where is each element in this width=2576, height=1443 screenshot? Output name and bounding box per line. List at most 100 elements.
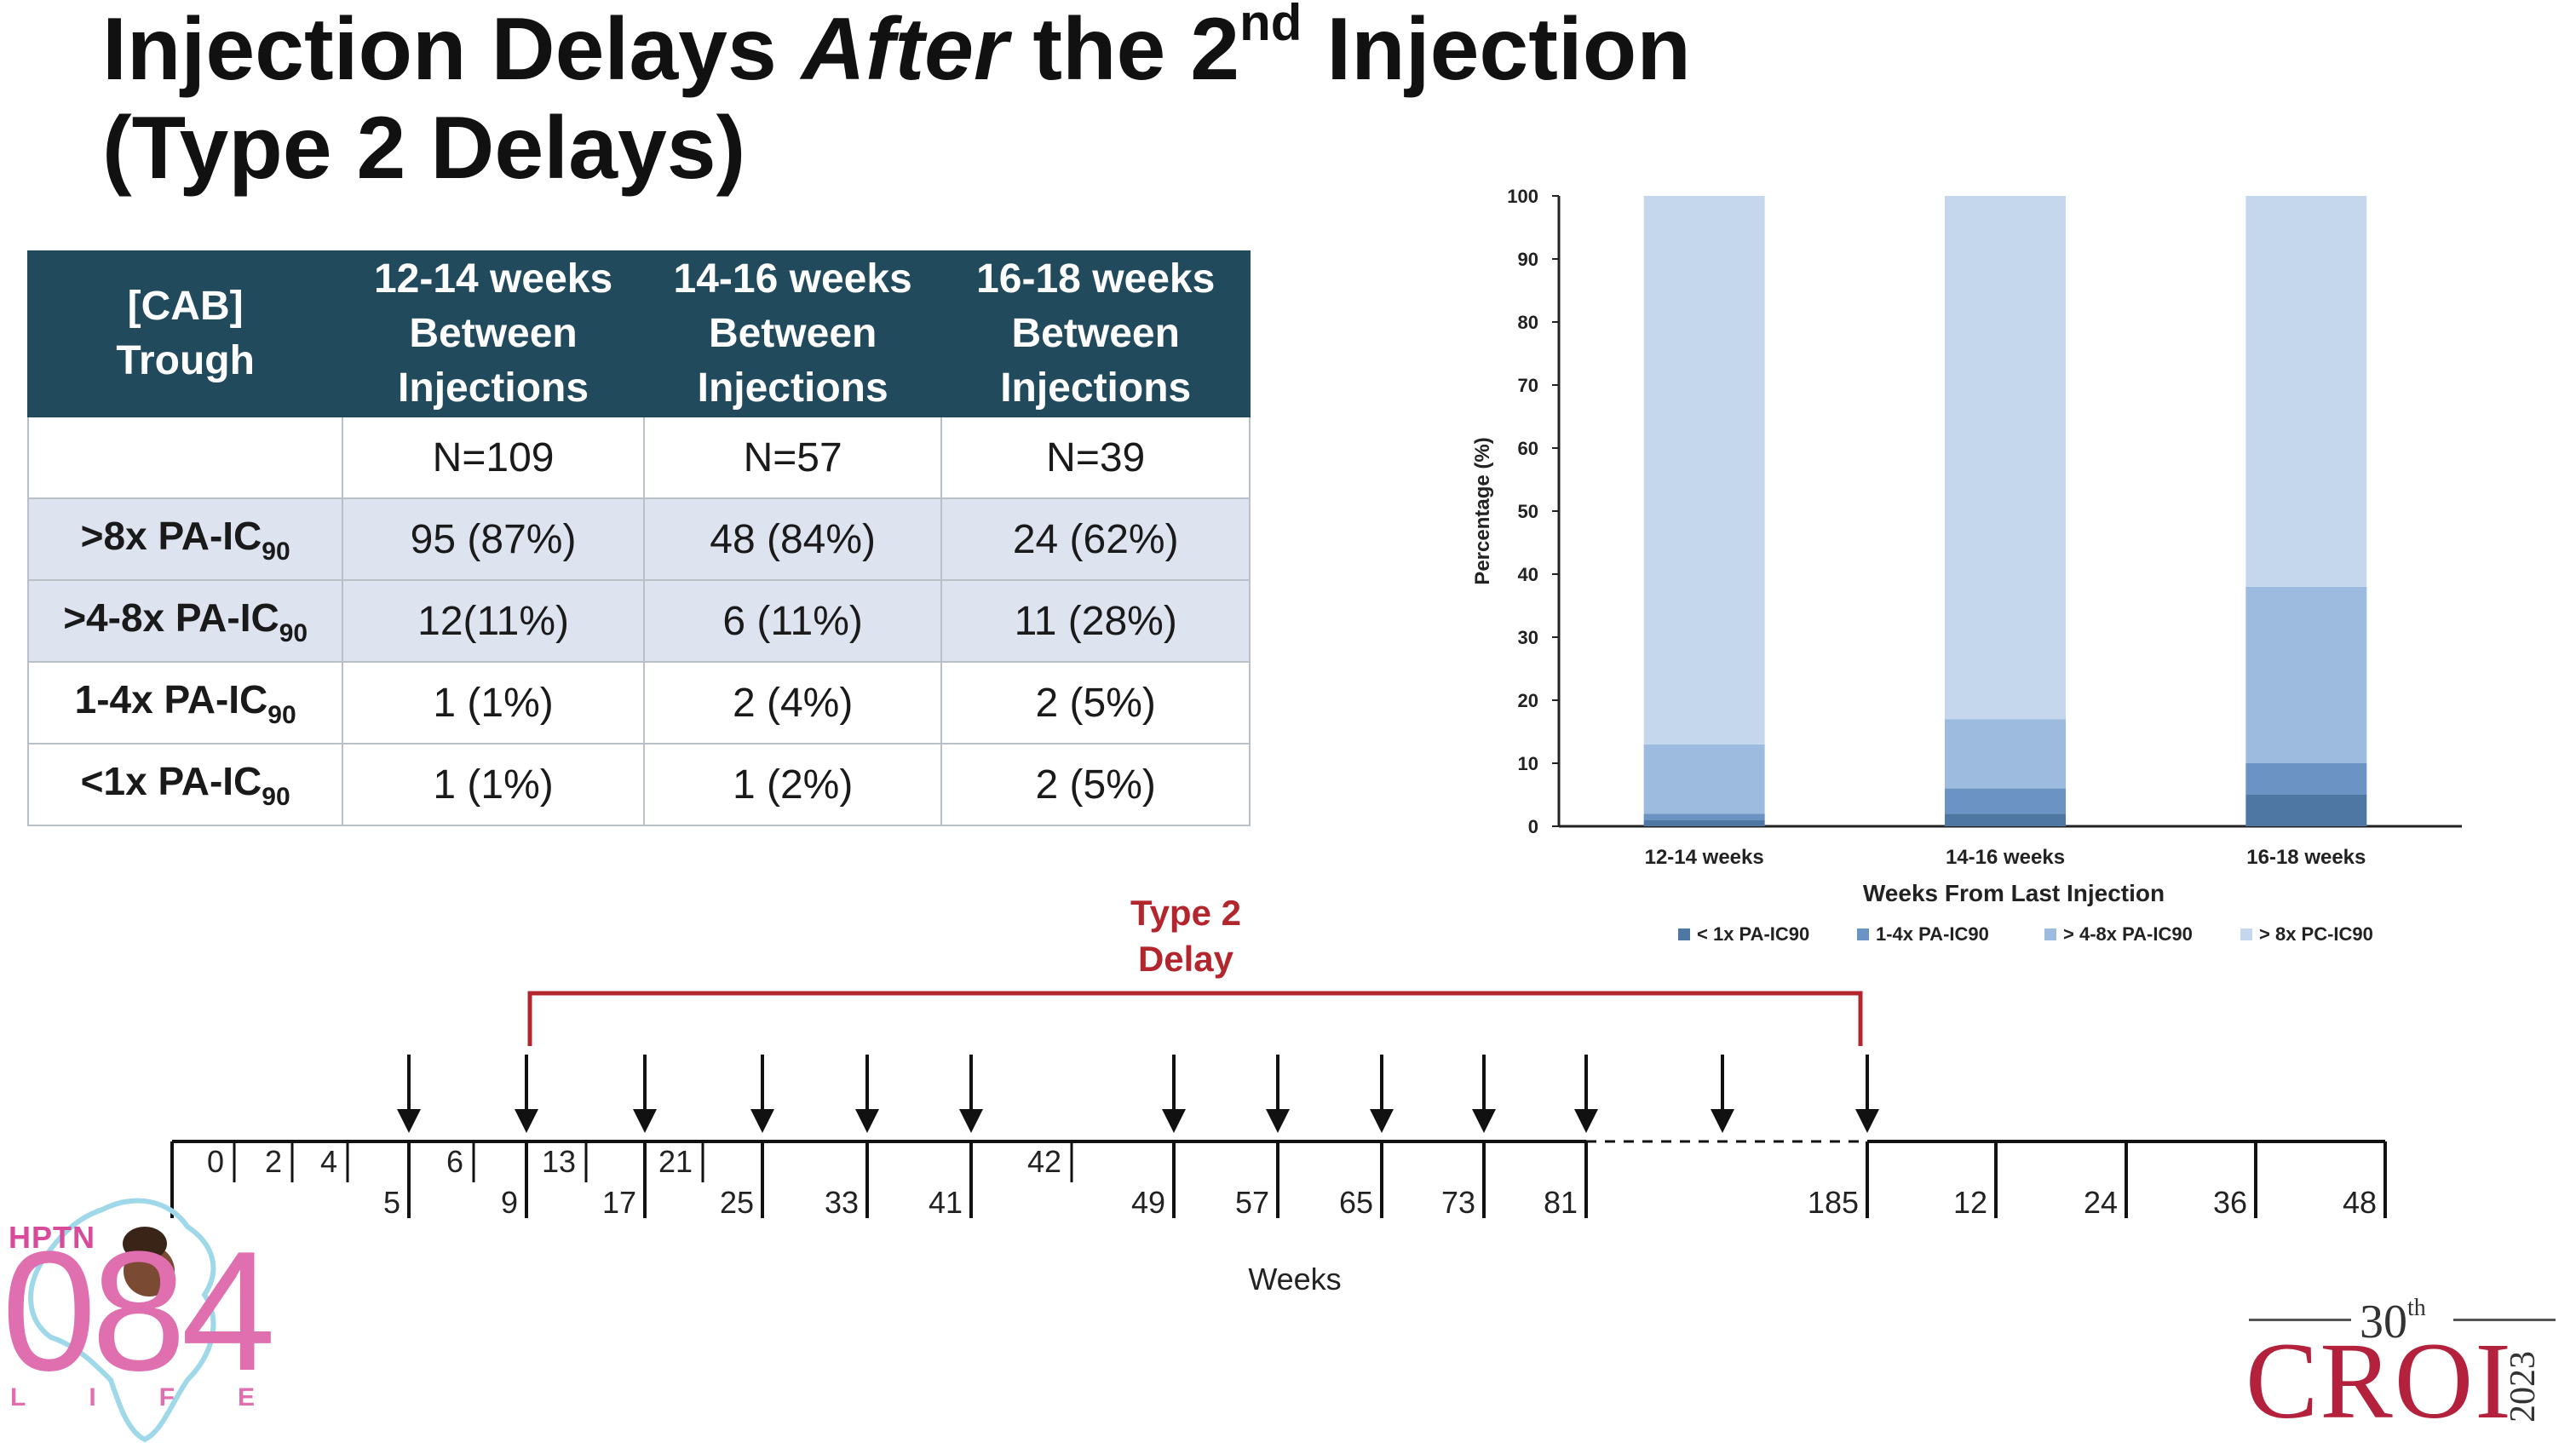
bar-segment: [2245, 795, 2367, 826]
timeline-label-top: 13: [542, 1144, 576, 1179]
table-cell: 95 (87%): [342, 497, 645, 581]
injection-arrowhead: [1162, 1109, 1186, 1133]
bar-segment: [2245, 763, 2367, 795]
y-tick-label: 60: [1518, 438, 1538, 459]
injection-arrowhead: [855, 1109, 879, 1133]
timeline-label-top: 0: [207, 1144, 224, 1179]
table-header-row: [CAB] Trough 12-14 weeks Between Injections…: [26, 250, 1251, 417]
bar-segment: [1945, 196, 2066, 720]
table-cell: 1 (1%): [342, 661, 645, 744]
y-tick-label: 80: [1518, 312, 1538, 333]
timeline-label-bottom: 81: [1544, 1185, 1578, 1220]
type2-delay-label: Delay: [1138, 939, 1234, 979]
row-label: 1-4x PA-IC90: [26, 661, 344, 744]
timeline-label-bottom: 73: [1441, 1185, 1475, 1220]
legend-label: < 1x PA-IC90: [1697, 923, 1809, 945]
delay-table: [CAB] Trough 12-14 weeks Between Injections…: [26, 250, 1251, 826]
timeline-label-top: 6: [446, 1144, 463, 1179]
timeline-label-bottom: 185: [1808, 1185, 1859, 1220]
table-row: >4-8x PA-IC90 12(11%) 6 (11%) 11 (28%): [26, 579, 1251, 663]
title-line-1: Injection Delays After the 2nd Injection: [102, 0, 1691, 99]
timeline-label-bottom: 12: [1953, 1185, 1987, 1220]
table-cell: 1 (2%): [642, 743, 943, 826]
header-12-14: 12-14 weeks Between Injections: [342, 250, 645, 417]
header-cab-trough: [CAB] Trough: [26, 250, 344, 417]
injection-arrowhead: [1855, 1109, 1879, 1133]
legend-swatch: [1678, 928, 1690, 940]
table-row-n: N=109 N=57 N=39: [26, 416, 1251, 499]
bar-segment: [1643, 819, 1765, 826]
header-14-16: 14-16 weeks Between Injections: [642, 250, 943, 417]
table-cell: 11 (28%): [940, 579, 1251, 663]
y-tick-label: 90: [1518, 249, 1538, 270]
timeline-label-bottom: 49: [1131, 1185, 1165, 1220]
injection-arrowhead: [515, 1109, 538, 1133]
timeline-label-bottom: 24: [2084, 1185, 2118, 1220]
legend-label: > 4-8x PA-IC90: [2063, 923, 2193, 945]
table-cell: 2 (5%): [940, 661, 1251, 744]
timeline-label-bottom: 5: [383, 1185, 400, 1220]
timeline-label-bottom: 57: [1235, 1185, 1269, 1220]
croi-year: 2023: [2504, 1351, 2543, 1423]
croi-logo-word: CROI: [2245, 1320, 2513, 1441]
table-cell: 24 (62%): [940, 497, 1251, 581]
timeline-label-bottom: 33: [825, 1185, 859, 1220]
injection-arrowhead: [633, 1109, 657, 1133]
injection-arrowhead: [1266, 1109, 1290, 1133]
y-tick-label: 70: [1518, 375, 1538, 396]
injection-arrowhead: [959, 1109, 983, 1133]
x-tick-label: 14-16 weeks: [1946, 846, 2065, 869]
table-cell: 2 (5%): [940, 743, 1251, 826]
timeline-axis-label: Weeks: [1248, 1262, 1341, 1296]
bar-segment: [2245, 586, 2367, 763]
y-tick-label: 0: [1528, 816, 1538, 837]
table-cell: 12(11%): [342, 579, 645, 663]
timeline-label-top: 4: [320, 1144, 337, 1179]
legend-label: 1-4x PA-IC90: [1876, 923, 1989, 945]
y-tick-label: 100: [1507, 186, 1538, 207]
table-cell: 1 (1%): [342, 743, 645, 826]
x-axis-label: Weeks From Last Injection: [1863, 880, 2165, 906]
injection-arrowhead: [1574, 1109, 1598, 1133]
hptn-logo-life: LIFE: [10, 1383, 318, 1411]
bar-segment: [2245, 196, 2367, 587]
injection-timeline: 0 2 4 6 13 21 425 9 17 25 33 41 49 57 65 73 81 185 12 24 36 4…: [170, 893, 2387, 1296]
table-cell: 2 (4%): [642, 661, 943, 744]
y-tick-label: 10: [1518, 753, 1538, 774]
croi-edition: 30th: [2360, 1295, 2426, 1348]
bar-segment: [1945, 788, 2066, 814]
type2-delay-label: Type 2: [1130, 893, 1241, 933]
legend-label: > 8x PC-IC90: [2259, 923, 2373, 945]
africa-outline-icon: [28, 1198, 216, 1443]
hptn-logo-label: HPTN: [9, 1220, 95, 1255]
injection-arrowhead: [1711, 1109, 1734, 1133]
timeline-label-bottom: 17: [602, 1185, 636, 1220]
y-tick-label: 20: [1518, 690, 1538, 711]
row-label: >4-8x PA-IC90: [26, 579, 344, 663]
timeline-label-bottom: 41: [929, 1185, 963, 1220]
x-tick-label: 16-18 weeks: [2246, 846, 2366, 869]
table-row: >8x PA-IC90 95 (87%) 48 (84%) 24 (62%): [26, 497, 1251, 581]
timeline-label-top: 21: [658, 1144, 693, 1179]
header-16-18: 16-18 weeks Between Injections: [940, 250, 1251, 417]
bar-segment: [1945, 813, 2066, 826]
row-label: >8x PA-IC90: [26, 497, 344, 581]
injection-arrowhead: [1370, 1109, 1394, 1133]
legend-swatch: [2240, 928, 2252, 940]
legend-swatch: [1857, 928, 1869, 940]
timeline-label-top: 2: [265, 1144, 282, 1179]
injection-arrowhead: [397, 1109, 421, 1133]
injection-arrowhead: [750, 1109, 774, 1133]
timeline-label-bottom: 9: [501, 1185, 518, 1220]
legend-swatch: [2044, 928, 2056, 940]
y-tick-label: 30: [1518, 627, 1538, 648]
stacked-bar-chart: 0 10 20 30 40 50 60 70 80 90 100 Percentage (%) 12-1…: [1471, 186, 2462, 945]
injection-arrowhead: [1472, 1109, 1496, 1133]
type2-delay-bracket: [527, 991, 1863, 1046]
hptn-logo-number: 084: [2, 1216, 276, 1406]
x-tick-label: 12-14 weeks: [1645, 846, 1764, 869]
timeline-label-bottom: 25: [720, 1185, 754, 1220]
timeline-label-bottom: 48: [2343, 1185, 2377, 1220]
timeline-label-top: 42: [1027, 1144, 1061, 1179]
croi-rule-right: [2453, 1319, 2556, 1321]
